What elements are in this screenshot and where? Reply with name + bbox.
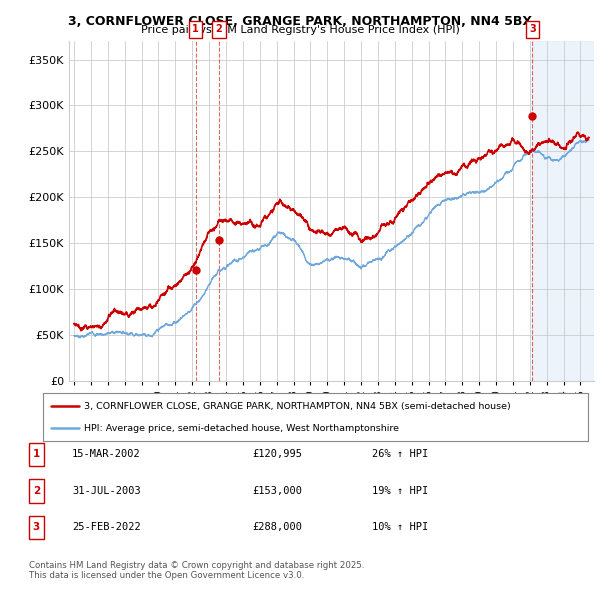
- Text: 25-FEB-2022: 25-FEB-2022: [72, 523, 141, 532]
- Text: £288,000: £288,000: [252, 523, 302, 532]
- Text: £120,995: £120,995: [252, 450, 302, 459]
- Text: Contains HM Land Registry data © Crown copyright and database right 2025.
This d: Contains HM Land Registry data © Crown c…: [29, 560, 364, 580]
- Text: 26% ↑ HPI: 26% ↑ HPI: [372, 450, 428, 459]
- Text: 3: 3: [32, 523, 40, 532]
- Text: Price paid vs. HM Land Registry's House Price Index (HPI): Price paid vs. HM Land Registry's House …: [140, 25, 460, 35]
- Text: HPI: Average price, semi-detached house, West Northamptonshire: HPI: Average price, semi-detached house,…: [84, 424, 399, 432]
- Text: 3, CORNFLOWER CLOSE, GRANGE PARK, NORTHAMPTON, NN4 5BX: 3, CORNFLOWER CLOSE, GRANGE PARK, NORTHA…: [68, 15, 532, 28]
- Text: 2: 2: [32, 486, 40, 496]
- Text: 3: 3: [529, 25, 536, 34]
- Text: 31-JUL-2003: 31-JUL-2003: [72, 486, 141, 496]
- Text: 10% ↑ HPI: 10% ↑ HPI: [372, 523, 428, 532]
- Text: 1: 1: [193, 25, 199, 34]
- Text: 2: 2: [215, 25, 222, 34]
- Text: £153,000: £153,000: [252, 486, 302, 496]
- Text: 19% ↑ HPI: 19% ↑ HPI: [372, 486, 428, 496]
- Text: 3, CORNFLOWER CLOSE, GRANGE PARK, NORTHAMPTON, NN4 5BX (semi-detached house): 3, CORNFLOWER CLOSE, GRANGE PARK, NORTHA…: [84, 402, 511, 411]
- Bar: [532, 41, 594, 381]
- Text: 1: 1: [32, 450, 40, 459]
- Text: 15-MAR-2002: 15-MAR-2002: [72, 450, 141, 459]
